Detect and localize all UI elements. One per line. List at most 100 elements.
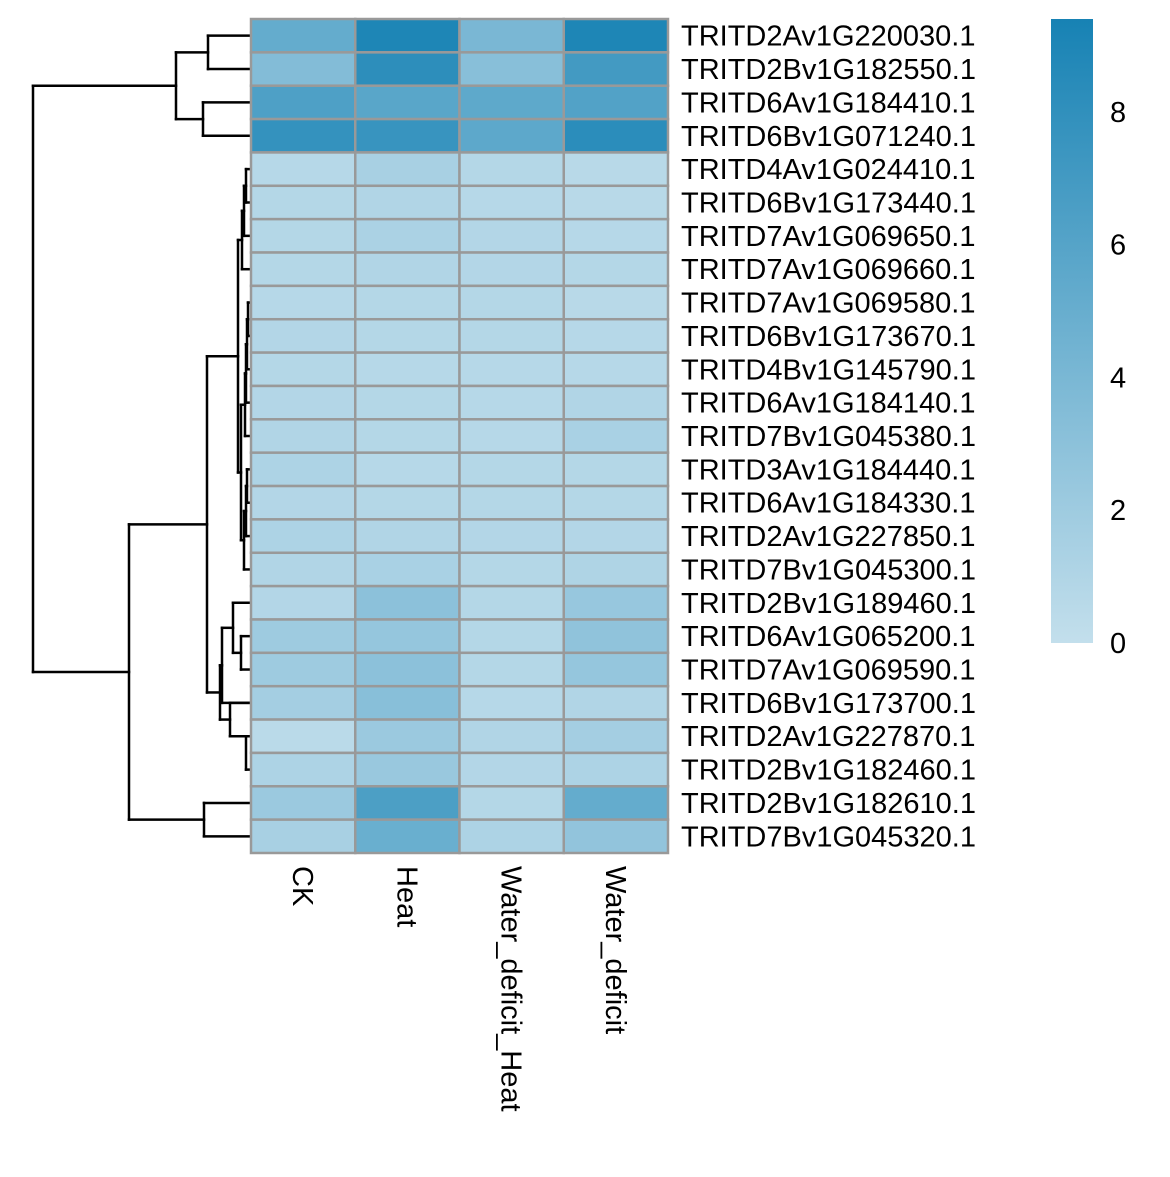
heatmap-cell xyxy=(562,551,670,588)
heatmap-cell xyxy=(458,351,565,388)
heatmap-cell xyxy=(458,284,565,321)
heatmap-cell xyxy=(458,551,565,588)
heatmap-cell xyxy=(562,284,670,321)
heatmap-cell xyxy=(458,618,565,655)
row-label: TRITD6Bv1G173700.1 xyxy=(681,688,976,720)
row-label: TRITD7Bv1G045380.1 xyxy=(681,421,976,453)
heatmap-cell xyxy=(354,651,461,688)
heatmap-cell xyxy=(249,584,357,621)
heatmap-cell xyxy=(458,317,565,354)
heatmap-cell xyxy=(458,84,565,121)
heatmap-cell xyxy=(562,818,670,855)
heatmap-cell xyxy=(562,484,670,521)
heatmap-cell xyxy=(458,584,565,621)
column-labels: CK Heat Water_deficit_Heat Water_deficit xyxy=(286,866,631,1112)
heatmap-cell xyxy=(458,718,565,755)
heatmap-cell xyxy=(249,785,357,821)
column-label: CK xyxy=(286,866,318,907)
heatmap-cell xyxy=(249,384,357,421)
row-dendrogram xyxy=(31,34,251,838)
heatmap-cell xyxy=(354,217,461,254)
heatmap-cell xyxy=(562,384,670,421)
heatmap-cell xyxy=(354,117,461,154)
heatmap-cell xyxy=(354,751,461,788)
heatmap-cell xyxy=(458,751,565,788)
heatmap-cell xyxy=(354,384,461,421)
heatmap-cell xyxy=(354,818,461,855)
heatmap-cell xyxy=(458,117,565,154)
row-label: TRITD7Av1G069580.1 xyxy=(681,288,975,320)
heatmap-cell xyxy=(562,117,670,154)
heatmap-cell xyxy=(354,317,461,354)
heatmap-cell xyxy=(354,484,461,521)
heatmap-cell xyxy=(562,84,670,121)
heatmap-cell xyxy=(249,618,357,655)
row-label: TRITD2Bv1G182460.1 xyxy=(681,755,976,787)
column-label: Water_deficit_Heat xyxy=(495,866,527,1112)
heatmap-cell xyxy=(354,184,461,221)
heatmap-cell xyxy=(354,17,461,54)
heatmap-cell xyxy=(562,451,670,488)
heatmap-cell xyxy=(249,284,357,321)
heatmap-cell xyxy=(562,651,670,688)
heatmap-cell xyxy=(249,51,357,87)
heatmap-cell xyxy=(249,217,357,254)
heatmap-cell xyxy=(458,151,565,188)
row-label: TRITD2Bv1G182610.1 xyxy=(681,788,976,820)
row-label: TRITD6Av1G184330.1 xyxy=(681,488,975,520)
row-label: TRITD2Av1G220030.1 xyxy=(681,21,975,53)
row-label: TRITD6Av1G184140.1 xyxy=(681,388,975,420)
heatmap-cell xyxy=(562,51,670,87)
heatmap-cell xyxy=(458,251,565,288)
heatmap-cell xyxy=(562,17,670,54)
heatmap-cell xyxy=(249,351,357,388)
color-legend-tick: 6 xyxy=(1110,230,1126,262)
row-label: TRITD6Bv1G071240.1 xyxy=(681,121,976,153)
row-label: TRITD2Av1G227850.1 xyxy=(681,521,975,553)
row-label: TRITD3Av1G184440.1 xyxy=(681,454,975,486)
heatmap-cell xyxy=(458,184,565,221)
color-legend-bar xyxy=(1051,19,1093,643)
heatmap-cell xyxy=(354,284,461,321)
color-legend: 0 2 4 6 8 xyxy=(1051,19,1126,660)
heatmap-cell xyxy=(562,184,670,221)
heatmap-cell xyxy=(458,451,565,488)
heatmap-cell xyxy=(354,51,461,87)
heatmap-cell xyxy=(458,418,565,454)
heatmap-cell xyxy=(249,184,357,221)
heatmap-cell xyxy=(249,518,357,555)
row-label: TRITD4Av1G024410.1 xyxy=(681,154,975,186)
heatmap-cell xyxy=(249,551,357,588)
heatmap-cell xyxy=(458,785,565,821)
heatmap-cell xyxy=(249,251,357,288)
heatmap-cell xyxy=(562,718,670,755)
heatmap-cell xyxy=(458,17,565,54)
heatmap-cell xyxy=(249,317,357,354)
color-legend-tick: 0 xyxy=(1110,628,1126,660)
heatmap-cell xyxy=(354,584,461,621)
heatmap-cell xyxy=(458,384,565,421)
heatmap-cell xyxy=(562,351,670,388)
heatmap-cell xyxy=(354,618,461,655)
heatmap-cell xyxy=(249,418,357,454)
heatmap-cell xyxy=(562,618,670,655)
heatmap-cell xyxy=(354,518,461,555)
row-label: TRITD6Bv1G173670.1 xyxy=(681,321,976,353)
column-label: Heat xyxy=(390,866,422,927)
heatmap-cell xyxy=(354,551,461,588)
heatmap-cell xyxy=(249,818,357,855)
heatmap-cell xyxy=(562,251,670,288)
row-label: TRITD7Bv1G045320.1 xyxy=(681,821,976,853)
row-label: TRITD6Av1G184410.1 xyxy=(681,87,975,119)
heatmap-cell xyxy=(249,751,357,788)
row-label: TRITD4Bv1G145790.1 xyxy=(681,354,976,386)
row-label: TRITD7Av1G069650.1 xyxy=(681,221,975,253)
heatmap-cell xyxy=(354,251,461,288)
heatmap-cell xyxy=(354,84,461,121)
color-legend-tick: 2 xyxy=(1110,495,1126,527)
row-label: TRITD2Av1G227870.1 xyxy=(681,721,975,753)
heatmap-cell xyxy=(458,217,565,254)
column-label: Water_deficit xyxy=(599,866,631,1034)
color-legend-tick: 8 xyxy=(1110,97,1126,129)
